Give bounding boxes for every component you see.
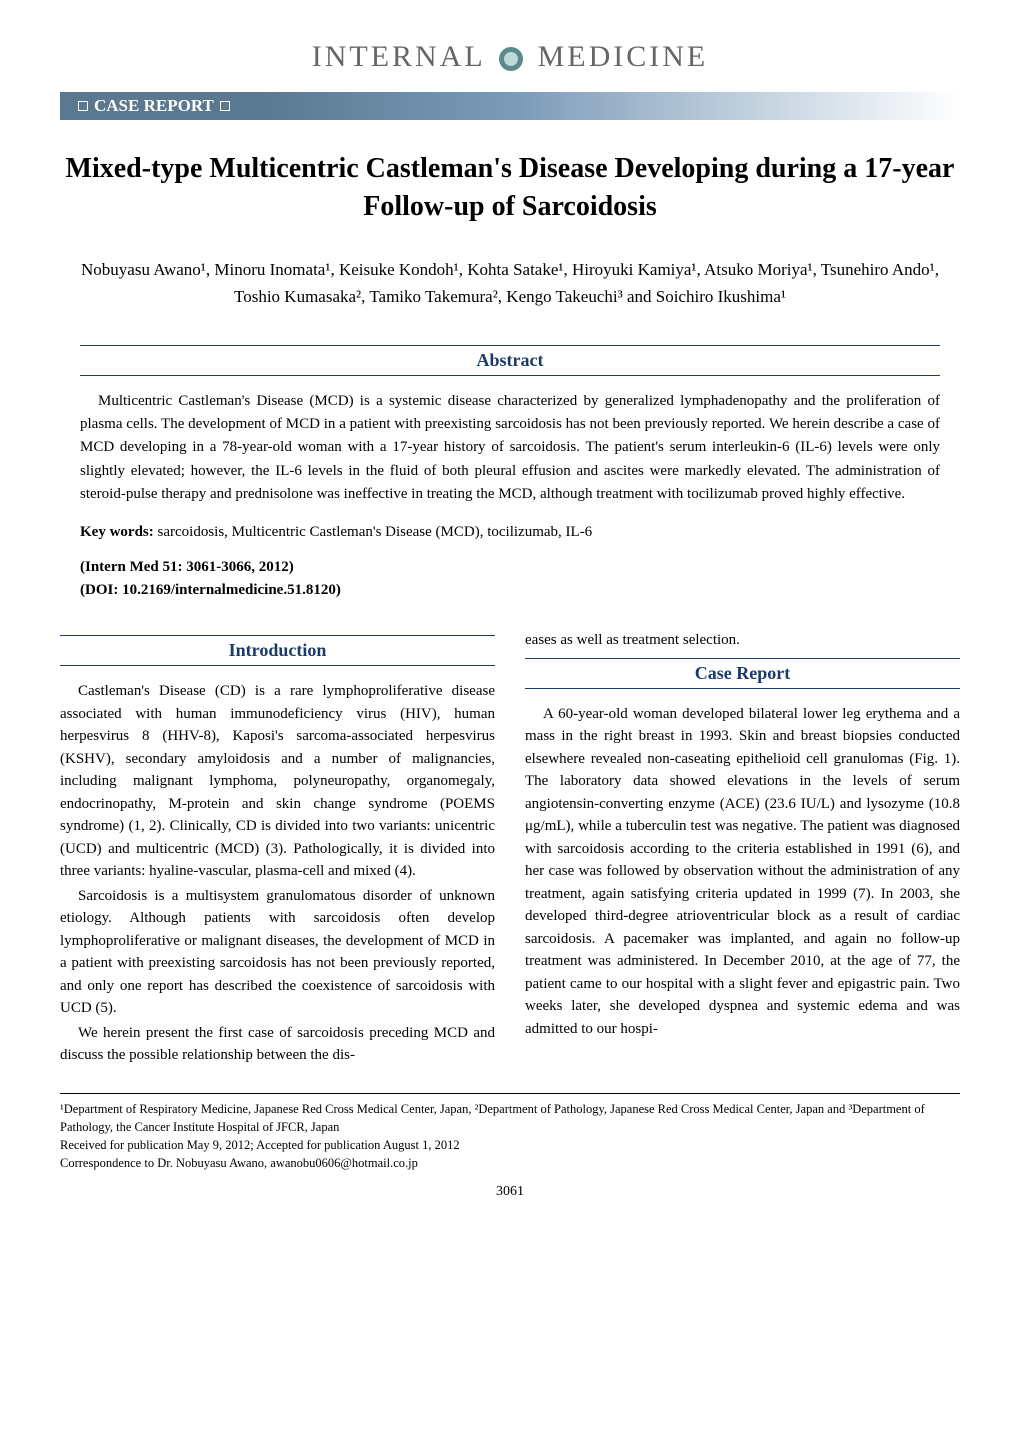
introduction-heading: Introduction [60,635,495,666]
keywords: Key words: sarcoidosis, Multicentric Cas… [80,524,940,541]
intro-para-3: We herein present the first case of sarc… [60,1022,495,1067]
intro-para-2: Sarcoidosis is a multisystem granulomato… [60,885,495,1020]
affiliations: ¹Department of Respiratory Medicine, Jap… [60,1100,960,1136]
case-report-heading: Case Report [525,658,960,689]
square-icon [78,101,88,111]
authors: Nobuyasu Awano¹, Minoru Inomata¹, Keisuk… [60,256,960,310]
article-title: Mixed-type Multicentric Castleman's Dise… [60,150,960,226]
left-column: Introduction Castleman's Disease (CD) is… [60,629,495,1069]
lead-in-text: eases as well as treatment selection. [525,629,960,652]
intro-para-1: Castleman's Disease (CD) is a rare lymph… [60,680,495,883]
right-column: eases as well as treatment selection. Ca… [525,629,960,1069]
doi: (DOI: 10.2169/internalmedicine.51.8120) [80,582,940,599]
keywords-text: sarcoidosis, Multicentric Castleman's Di… [158,524,593,540]
keywords-label: Key words: [80,524,154,540]
two-column-body: Introduction Castleman's Disease (CD) is… [60,629,960,1069]
journal-logo: INTERNAL MEDICINE [60,40,960,74]
case-report-label: CASE REPORT [94,96,214,116]
received-date: Received for publication May 9, 2012; Ac… [60,1136,960,1154]
page-number: 3061 [60,1184,960,1200]
footer: ¹Department of Respiratory Medicine, Jap… [60,1093,960,1173]
square-icon [220,101,230,111]
abstract-heading: Abstract [80,345,940,376]
case-report-bar: CASE REPORT [60,92,960,120]
journal-logo-mark [499,47,523,71]
correspondence: Correspondence to Dr. Nobuyasu Awano, aw… [60,1154,960,1172]
journal-name-right: MEDICINE [538,40,709,73]
journal-name-left: INTERNAL [312,40,485,73]
citation: (Intern Med 51: 3061-3066, 2012) [80,559,940,576]
case-para-1: A 60-year-old woman developed bilateral … [525,703,960,1041]
abstract-text: Multicentric Castleman's Disease (MCD) i… [80,390,940,506]
authors-text: Nobuyasu Awano¹, Minoru Inomata¹, Keisuk… [81,260,939,306]
abstract-block: Abstract Multicentric Castleman's Diseas… [80,345,940,506]
